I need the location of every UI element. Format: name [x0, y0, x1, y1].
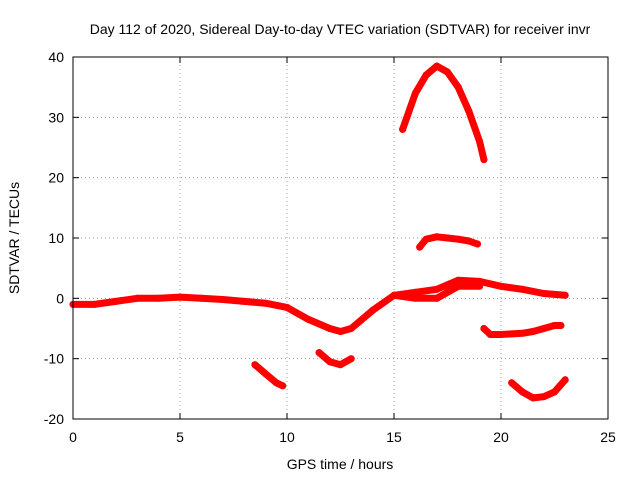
data-point: [411, 294, 419, 302]
data-point: [518, 329, 526, 337]
data-point: [251, 361, 259, 369]
data-point: [529, 328, 537, 335]
data-point: [433, 285, 441, 293]
data-point: [454, 235, 462, 243]
y-tick-label: 20: [48, 170, 64, 186]
data-point: [197, 294, 205, 302]
data-point: [112, 297, 120, 305]
data-point: [480, 156, 488, 164]
series-trace: [251, 361, 287, 390]
y-tick-label: -10: [44, 351, 64, 367]
data-point: [476, 138, 484, 145]
series-trace: [69, 276, 569, 335]
data-point: [454, 276, 462, 284]
data-point: [347, 355, 355, 363]
data-point: [529, 394, 537, 402]
data-point: [283, 303, 291, 311]
data-point: [480, 325, 488, 332]
data-point: [133, 294, 141, 302]
data-point: [399, 125, 407, 133]
data-point: [551, 388, 558, 396]
data-point: [390, 291, 398, 299]
y-axis-label: SDTVAR / TECUs: [6, 182, 22, 294]
data-point: [337, 361, 344, 369]
data-point: [497, 331, 505, 338]
x-tick-label: 10: [279, 429, 295, 445]
data-point: [474, 240, 481, 248]
y-tick-label: 30: [48, 109, 64, 125]
data-point: [444, 68, 451, 76]
series-arc-minus14: [251, 361, 287, 390]
data-point: [369, 306, 377, 314]
data-point: [476, 282, 484, 290]
x-tick-label: 25: [600, 429, 616, 445]
x-tick-label: 5: [176, 429, 184, 445]
data-point: [411, 288, 419, 296]
data-point: [347, 325, 355, 332]
series-arc-high: [399, 62, 488, 164]
data-point: [561, 291, 569, 299]
data-point: [337, 328, 344, 335]
data-point: [326, 358, 334, 366]
data-point: [262, 299, 270, 307]
data-point: [176, 293, 184, 301]
data-point: [557, 322, 565, 329]
data-point: [508, 379, 516, 387]
x-axis-label: GPS time / hours: [287, 456, 394, 472]
data-point: [540, 393, 548, 401]
data-point: [454, 282, 462, 290]
series-arc-minus6: [480, 322, 565, 338]
x-tick-label: 20: [493, 429, 509, 445]
data-point: [422, 235, 430, 243]
data-point: [262, 370, 270, 378]
data-point: [326, 325, 334, 332]
data-point: [497, 282, 505, 290]
data-point: [486, 331, 494, 338]
data-point: [422, 71, 430, 79]
data-point: [454, 83, 462, 91]
data-point: [279, 382, 287, 390]
data-point: [155, 294, 163, 302]
x-tick-label: 0: [69, 429, 77, 445]
data-point: [540, 325, 548, 332]
data-series: [69, 62, 569, 402]
y-tick-label: 10: [48, 230, 64, 246]
data-point: [551, 322, 558, 329]
y-tick-label: 40: [48, 49, 64, 65]
series-main-baseline: [69, 276, 569, 335]
data-point: [508, 330, 516, 338]
data-point: [315, 349, 323, 357]
data-point: [219, 296, 227, 303]
data-point: [433, 62, 441, 70]
grid-lines: [73, 57, 608, 419]
data-point: [411, 89, 419, 97]
data-point: [90, 300, 98, 308]
data-point: [518, 388, 526, 396]
data-point: [272, 379, 280, 387]
data-point: [433, 294, 441, 302]
y-tick-label: -20: [44, 411, 64, 427]
series-arc-10: [416, 233, 481, 251]
series-arc-lower-main: [390, 282, 484, 302]
axis-ticks: 0 5 10 15 20 25 -20 -10 0 10 20 30 40: [44, 49, 616, 445]
y-tick-label: 0: [56, 290, 64, 306]
chart-title: Day 112 of 2020, Sidereal Day-to-day VTE…: [90, 21, 591, 37]
series-arc-minus16: [508, 376, 569, 402]
data-point: [465, 107, 473, 115]
data-point: [416, 243, 424, 251]
series-arc-minus10: [315, 349, 355, 369]
data-point: [561, 376, 569, 384]
series-trace: [508, 376, 569, 402]
series-trace: [315, 349, 355, 369]
data-point: [304, 315, 312, 323]
data-point: [518, 285, 526, 293]
data-point: [433, 233, 441, 241]
data-point: [240, 297, 248, 305]
data-point: [465, 237, 473, 245]
x-tick-label: 15: [386, 429, 402, 445]
data-point: [444, 234, 451, 242]
data-point: [540, 290, 548, 297]
